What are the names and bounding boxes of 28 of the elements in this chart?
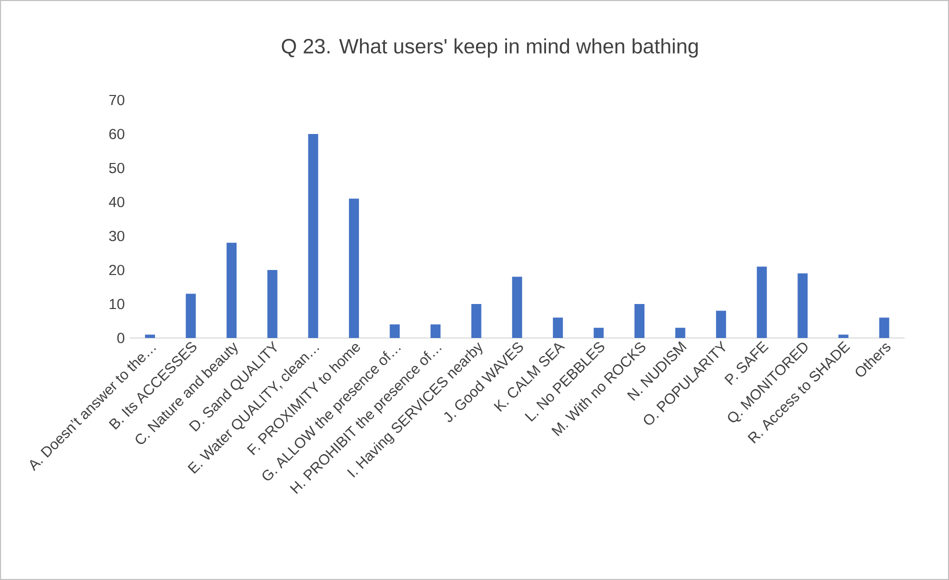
y-tick-label: 60 xyxy=(109,128,124,140)
bar xyxy=(348,198,359,338)
bar xyxy=(267,270,278,338)
bar xyxy=(430,324,441,338)
bar xyxy=(594,328,604,338)
bar xyxy=(186,294,196,338)
y-tick-label: 30 xyxy=(109,230,124,242)
bar xyxy=(675,328,686,338)
y-tick-label: 40 xyxy=(108,196,124,208)
y-tick-label: 10 xyxy=(110,298,124,310)
bar xyxy=(512,276,522,338)
bar xyxy=(552,318,563,338)
bar xyxy=(226,242,237,338)
y-tick-label: 20 xyxy=(109,264,124,276)
chart-title: Q 23. What users' keep in mind when bathing xyxy=(282,38,698,58)
y-tick-label: 50 xyxy=(109,162,124,174)
bar xyxy=(798,273,808,338)
bar xyxy=(879,318,890,338)
bar xyxy=(145,334,156,338)
bar xyxy=(756,266,767,338)
bar xyxy=(838,334,848,338)
y-tick-label: 70 xyxy=(109,94,124,106)
bar xyxy=(716,310,726,338)
y-tick-label: 0 xyxy=(117,332,124,344)
bar xyxy=(308,134,318,338)
bar xyxy=(471,304,482,338)
bar xyxy=(390,324,400,338)
bar xyxy=(634,304,644,338)
